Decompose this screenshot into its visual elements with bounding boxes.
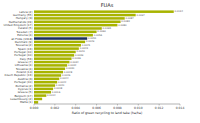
x-tick-label: 0.004 bbox=[71, 106, 80, 110]
x-tick-label: 0.006 bbox=[92, 106, 101, 110]
bar bbox=[34, 51, 76, 54]
x-tick-label: 0.014 bbox=[176, 106, 185, 110]
bar bbox=[34, 14, 136, 17]
bar bbox=[34, 78, 59, 81]
bar bbox=[34, 57, 72, 60]
bar bbox=[34, 47, 79, 50]
x-tick-label: 0.000 bbox=[30, 106, 39, 110]
bar bbox=[34, 54, 74, 57]
bar bbox=[34, 101, 38, 104]
bar bbox=[34, 98, 42, 101]
bar bbox=[34, 61, 69, 64]
x-tick-label: 0.008 bbox=[113, 106, 122, 110]
x-tick-label: 0.002 bbox=[51, 106, 60, 110]
bar bbox=[34, 34, 93, 37]
bar bbox=[34, 94, 46, 97]
bar bbox=[34, 64, 67, 67]
bars bbox=[34, 10, 174, 103]
bar bbox=[34, 71, 63, 74]
bar bbox=[34, 27, 102, 30]
bar bbox=[34, 67, 65, 70]
bar bbox=[34, 41, 85, 44]
bar bbox=[34, 17, 125, 20]
bar bbox=[34, 88, 53, 91]
data-label: 0.0012 bbox=[47, 94, 56, 97]
bar bbox=[34, 37, 87, 40]
title: FUAs bbox=[101, 2, 114, 8]
x-axis-line bbox=[34, 104, 180, 105]
data-label: 0.0097 bbox=[136, 14, 145, 17]
bar bbox=[34, 31, 97, 34]
category-label: Malta (1) bbox=[20, 100, 33, 104]
bar bbox=[34, 10, 174, 13]
x-tick-label: 0.012 bbox=[155, 106, 164, 110]
x-axis-label: Ratio of green recycling to land take (h… bbox=[72, 111, 142, 115]
bar bbox=[34, 20, 121, 23]
bar bbox=[34, 81, 57, 84]
x-tick-label: 0.010 bbox=[134, 106, 143, 110]
bar bbox=[34, 84, 55, 87]
bar bbox=[34, 74, 61, 77]
chart: FUAsLatvia (2)Germany (55)Hungary (9)Net… bbox=[0, 0, 200, 123]
data-label: 0.0080 bbox=[118, 24, 127, 27]
bar bbox=[34, 44, 81, 47]
data-label: 0.0134 bbox=[175, 10, 184, 13]
